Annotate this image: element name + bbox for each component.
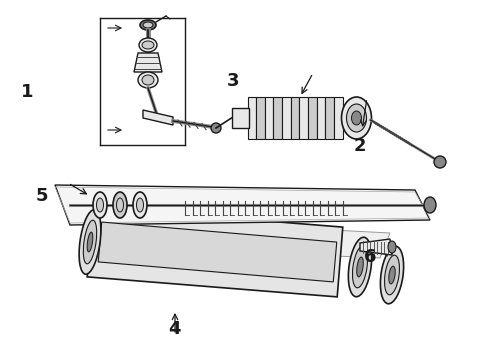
Ellipse shape — [142, 41, 154, 49]
Ellipse shape — [380, 246, 404, 304]
Polygon shape — [88, 218, 390, 258]
Bar — [247, 97, 256, 139]
Ellipse shape — [138, 72, 158, 88]
Ellipse shape — [113, 192, 127, 218]
Ellipse shape — [351, 111, 362, 125]
Ellipse shape — [142, 75, 154, 85]
Ellipse shape — [389, 266, 395, 284]
Polygon shape — [98, 222, 337, 282]
Bar — [308, 97, 317, 139]
Ellipse shape — [385, 255, 399, 295]
Polygon shape — [55, 185, 430, 225]
Ellipse shape — [143, 22, 153, 28]
Ellipse shape — [83, 220, 97, 264]
Ellipse shape — [87, 232, 93, 252]
Bar — [291, 97, 299, 139]
Ellipse shape — [346, 104, 367, 132]
Bar — [299, 97, 308, 139]
Polygon shape — [134, 53, 162, 72]
Polygon shape — [360, 239, 392, 255]
Ellipse shape — [357, 257, 363, 277]
Text: 6: 6 — [364, 248, 376, 266]
Ellipse shape — [97, 198, 103, 212]
Text: 1: 1 — [21, 83, 33, 101]
Ellipse shape — [424, 197, 436, 213]
Text: 3: 3 — [226, 72, 239, 90]
Ellipse shape — [137, 198, 144, 212]
Polygon shape — [143, 110, 173, 125]
Bar — [282, 97, 291, 139]
Ellipse shape — [117, 198, 123, 212]
Ellipse shape — [139, 38, 157, 52]
Bar — [325, 97, 334, 139]
Bar — [273, 97, 282, 139]
Ellipse shape — [93, 192, 107, 218]
Bar — [231, 108, 248, 128]
Ellipse shape — [79, 210, 101, 274]
Bar — [317, 97, 325, 139]
Text: 2: 2 — [354, 137, 367, 155]
Bar — [265, 97, 273, 139]
Text: 4: 4 — [168, 320, 180, 338]
Polygon shape — [87, 207, 343, 297]
Ellipse shape — [388, 241, 396, 253]
Bar — [334, 97, 343, 139]
Ellipse shape — [348, 237, 372, 297]
Text: 5: 5 — [35, 187, 48, 205]
Ellipse shape — [211, 123, 221, 133]
Ellipse shape — [352, 246, 368, 288]
Bar — [256, 97, 265, 139]
Ellipse shape — [434, 156, 446, 168]
Ellipse shape — [133, 192, 147, 218]
Ellipse shape — [342, 97, 371, 139]
Ellipse shape — [140, 20, 156, 30]
